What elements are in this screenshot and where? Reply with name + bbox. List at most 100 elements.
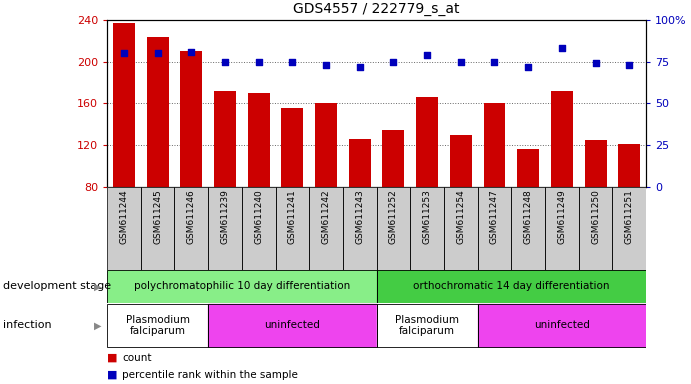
Bar	[444, 187, 477, 270]
Text: GSM611254: GSM611254	[456, 189, 465, 244]
Text: GSM611247: GSM611247	[490, 189, 499, 244]
Text: GSM611246: GSM611246	[187, 189, 196, 244]
Bar	[477, 304, 646, 347]
Bar	[276, 187, 309, 270]
Bar	[518, 149, 539, 187]
Text: Plasmodium
falciparum: Plasmodium falciparum	[126, 314, 189, 336]
Bar	[579, 187, 612, 270]
Bar	[107, 270, 377, 303]
Point	[220, 59, 231, 65]
Bar	[477, 304, 646, 347]
Bar	[477, 187, 511, 270]
Title: GDS4557 / 222779_s_at: GDS4557 / 222779_s_at	[294, 2, 460, 16]
Text: GSM611252: GSM611252	[389, 189, 398, 244]
Bar	[107, 187, 141, 270]
Text: polychromatophilic 10 day differentiation: polychromatophilic 10 day differentiatio…	[134, 281, 350, 291]
Bar	[377, 187, 410, 270]
Text: infection: infection	[3, 320, 52, 331]
Bar	[612, 187, 646, 270]
Bar	[377, 270, 646, 303]
Text: orthochromatic 14 day differentiation: orthochromatic 14 day differentiation	[413, 281, 609, 291]
Text: GSM611243: GSM611243	[355, 189, 364, 244]
Text: GSM611242: GSM611242	[321, 189, 330, 244]
Bar	[511, 187, 545, 270]
Point	[522, 64, 533, 70]
Bar	[242, 187, 276, 270]
Bar	[545, 187, 578, 270]
Bar	[477, 187, 511, 270]
Text: uninfected: uninfected	[534, 320, 590, 331]
Bar	[113, 23, 135, 187]
Text: GSM611251: GSM611251	[625, 189, 634, 244]
Bar	[416, 97, 438, 187]
Bar	[180, 51, 202, 187]
Text: GSM611249: GSM611249	[558, 189, 567, 244]
Point	[556, 45, 567, 51]
Bar	[146, 37, 169, 187]
Bar	[343, 187, 377, 270]
Point	[422, 52, 433, 58]
Bar	[410, 187, 444, 270]
Bar	[545, 187, 578, 270]
Bar	[410, 187, 444, 270]
Bar	[349, 139, 370, 187]
Bar	[248, 93, 269, 187]
Bar	[377, 187, 410, 270]
Bar	[585, 140, 607, 187]
Bar	[174, 187, 208, 270]
Bar	[208, 187, 242, 270]
Point	[455, 59, 466, 65]
Point	[253, 59, 264, 65]
Bar	[484, 104, 505, 187]
Bar	[377, 304, 477, 347]
Text: ▶: ▶	[94, 320, 102, 331]
Bar	[242, 187, 276, 270]
Text: GSM611248: GSM611248	[524, 189, 533, 244]
Bar	[141, 187, 174, 270]
Text: ■: ■	[107, 353, 117, 363]
Text: Plasmodium
falciparum: Plasmodium falciparum	[395, 314, 459, 336]
Bar	[107, 304, 208, 347]
Bar	[214, 91, 236, 187]
Text: percentile rank within the sample: percentile rank within the sample	[122, 370, 299, 380]
Text: GSM611253: GSM611253	[423, 189, 432, 244]
Bar	[579, 187, 612, 270]
Bar	[107, 304, 208, 347]
Text: GSM611240: GSM611240	[254, 189, 263, 244]
Text: count: count	[122, 353, 152, 363]
Bar	[450, 135, 472, 187]
Bar	[377, 304, 477, 347]
Bar	[276, 187, 309, 270]
Bar	[141, 187, 174, 270]
Text: uninfected: uninfected	[265, 320, 321, 331]
Text: GSM611239: GSM611239	[220, 189, 229, 244]
Text: GSM611250: GSM611250	[591, 189, 600, 244]
Point	[388, 59, 399, 65]
Bar	[377, 270, 646, 303]
Text: GSM611245: GSM611245	[153, 189, 162, 244]
Bar	[315, 104, 337, 187]
Bar	[383, 129, 404, 187]
Point	[489, 59, 500, 65]
Point	[186, 49, 197, 55]
Point	[118, 50, 129, 56]
Text: ■: ■	[107, 370, 117, 380]
Point	[354, 64, 366, 70]
Bar	[551, 91, 573, 187]
Bar	[174, 187, 208, 270]
Text: development stage: development stage	[3, 281, 111, 291]
Bar	[343, 187, 377, 270]
Text: GSM611244: GSM611244	[120, 189, 129, 244]
Bar	[618, 144, 640, 187]
Bar	[310, 187, 343, 270]
Bar	[208, 304, 377, 347]
Text: ▶: ▶	[94, 281, 102, 291]
Bar	[208, 304, 377, 347]
Bar	[310, 187, 343, 270]
Bar	[511, 187, 545, 270]
Point	[321, 62, 332, 68]
Point	[287, 59, 298, 65]
Bar	[612, 187, 646, 270]
Bar	[107, 270, 377, 303]
Point	[590, 60, 601, 66]
